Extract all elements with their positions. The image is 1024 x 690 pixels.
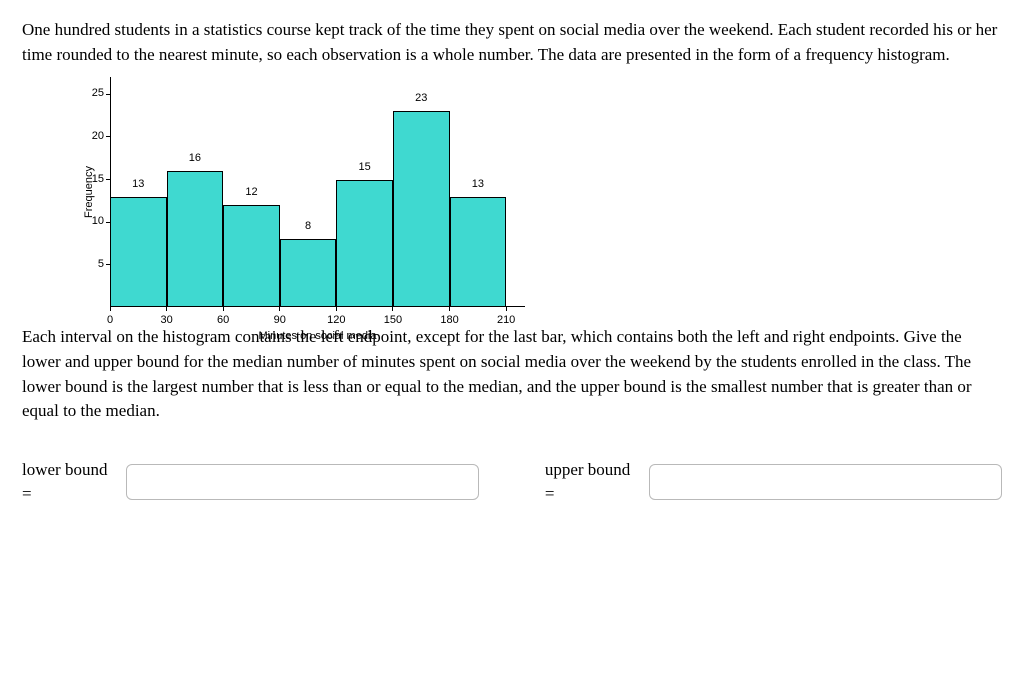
y-tick-label: 5 xyxy=(98,257,104,273)
x-tick xyxy=(110,307,111,311)
bar-value-label: 15 xyxy=(359,160,371,176)
problem-paragraph-2: Each interval on the histogram contains … xyxy=(22,325,1002,424)
answer-row: lower bound = upper bound = xyxy=(22,458,1002,507)
x-tick-label: 90 xyxy=(274,313,286,329)
y-axis-label: Frequency xyxy=(82,166,98,218)
x-tick xyxy=(336,307,337,311)
x-tick-label: 30 xyxy=(160,313,172,329)
bar-value-label: 8 xyxy=(305,219,311,235)
histogram-bar xyxy=(336,180,393,308)
x-tick xyxy=(166,307,167,311)
histogram-bar xyxy=(167,171,224,307)
x-tick xyxy=(223,307,224,311)
histogram-container: 1316128152313510152025030609012015018021… xyxy=(110,77,1002,307)
upper-bound-input[interactable] xyxy=(649,464,1002,500)
y-tick xyxy=(106,179,110,180)
y-tick xyxy=(106,264,110,265)
histogram-bar xyxy=(223,205,280,307)
x-tick xyxy=(279,307,280,311)
bar-value-label: 13 xyxy=(132,177,144,193)
upper-bound-label: upper bound = xyxy=(545,458,639,507)
x-tick-label: 210 xyxy=(497,313,515,329)
y-tick xyxy=(106,222,110,223)
y-tick-label: 20 xyxy=(92,129,104,145)
x-tick-label: 0 xyxy=(107,313,113,329)
x-tick-label: 180 xyxy=(440,313,458,329)
bar-value-label: 23 xyxy=(415,91,427,107)
y-tick xyxy=(106,94,110,95)
y-tick-label: 25 xyxy=(92,86,104,102)
lower-bound-input[interactable] xyxy=(126,464,479,500)
bar-value-label: 12 xyxy=(245,185,257,201)
problem-paragraph-1: One hundred students in a statistics cou… xyxy=(22,18,1002,67)
histogram-bar xyxy=(110,197,167,308)
bar-value-label: 16 xyxy=(189,151,201,167)
bar-value-label: 13 xyxy=(472,177,484,193)
lower-bound-label: lower bound = xyxy=(22,458,116,507)
x-tick xyxy=(392,307,393,311)
x-tick-label: 120 xyxy=(327,313,345,329)
histogram-bar xyxy=(450,197,507,308)
histogram-bar xyxy=(280,239,337,307)
x-axis-label: Minutes on social media xyxy=(258,329,376,345)
x-tick-label: 150 xyxy=(384,313,402,329)
x-tick-label: 60 xyxy=(217,313,229,329)
y-tick xyxy=(106,136,110,137)
histogram-plot: 1316128152313510152025030609012015018021… xyxy=(110,77,525,307)
histogram-bar xyxy=(393,111,450,307)
x-tick xyxy=(449,307,450,311)
x-tick xyxy=(506,307,507,311)
